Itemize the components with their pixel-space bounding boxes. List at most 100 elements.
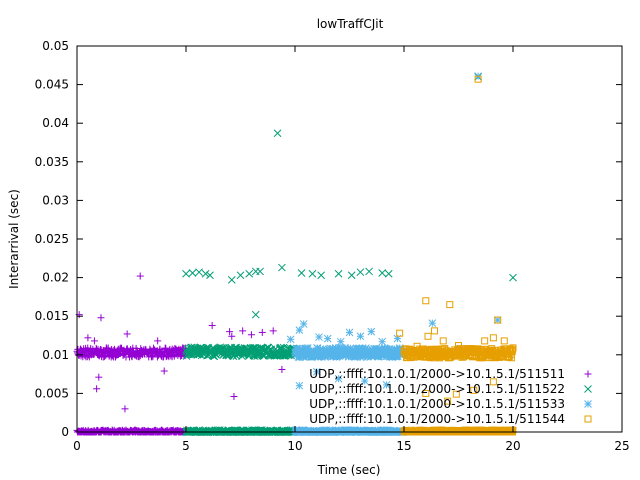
series-1-point xyxy=(123,330,131,338)
series-3-point xyxy=(493,316,502,324)
y-tick-label: 0.035 xyxy=(35,155,69,169)
y-tick-label: 0.005 xyxy=(35,386,69,400)
y-tick-label: 0.015 xyxy=(35,309,69,323)
series-4-point xyxy=(444,397,452,405)
series-2-point xyxy=(334,269,343,278)
series-1-point xyxy=(228,332,236,340)
series-2-point xyxy=(278,263,286,272)
series-2-point xyxy=(308,269,317,278)
x-tick-label: 25 xyxy=(614,439,629,453)
series-2-point xyxy=(365,267,373,276)
series-2-point xyxy=(509,273,517,282)
series-3-point xyxy=(315,333,323,341)
series-4-point xyxy=(413,342,421,350)
series-2-point xyxy=(384,269,393,278)
y-tick-label: 0 xyxy=(61,425,69,439)
series-2-point xyxy=(201,269,210,278)
axis-ticks: 0 5 10 15 20 25 0 0.005 0.01 0.015 0.02 0.025 0.03 0.… xyxy=(35,39,630,453)
y-tick-label: 0.03 xyxy=(42,193,69,207)
series-2-point xyxy=(273,129,282,138)
y-tick-label: 0.02 xyxy=(42,271,69,285)
series-3-point xyxy=(334,374,343,383)
series-4-point xyxy=(509,344,517,352)
series-1-point xyxy=(269,327,277,335)
series-2-point xyxy=(236,271,245,280)
series-3-point xyxy=(286,335,295,344)
series-1-point xyxy=(160,367,168,375)
x-tick-label: 0 xyxy=(73,439,81,453)
series-2-point xyxy=(227,276,236,284)
chart-title: lowTraffCJit xyxy=(317,17,384,31)
series-2-point xyxy=(195,268,203,277)
x-axis-label: Time (sec) xyxy=(317,463,381,477)
series-4 xyxy=(396,75,517,436)
series-4-point xyxy=(439,337,447,345)
series-2-point xyxy=(245,269,254,278)
y-tick-label: 0.05 xyxy=(42,39,69,53)
series-1-point xyxy=(230,392,238,400)
y-tick-label: 0.01 xyxy=(42,348,69,362)
series-2-point xyxy=(378,269,387,277)
series-2-point xyxy=(356,268,365,277)
series-2-point xyxy=(297,269,306,277)
series-1-point xyxy=(278,365,286,373)
series-4-point xyxy=(489,334,497,342)
x-tick-label: 15 xyxy=(396,439,411,453)
series-1-point xyxy=(97,314,105,322)
series-1-point xyxy=(95,373,103,381)
series-2-point xyxy=(251,310,260,319)
series-3-point xyxy=(360,377,369,385)
series-4-point xyxy=(489,378,497,386)
series-4-point xyxy=(481,337,489,345)
series-4-point xyxy=(422,297,430,305)
series-1-point xyxy=(84,334,92,342)
legend-marker xyxy=(584,370,592,378)
y-axis-label: Interarrival (sec) xyxy=(7,189,21,289)
series-2-point xyxy=(188,269,197,277)
legend-marker xyxy=(584,415,592,423)
series-3-point xyxy=(299,320,308,328)
series-4-point xyxy=(396,329,404,337)
series-3-point xyxy=(367,327,376,336)
series-3-point xyxy=(312,367,321,376)
legend-marker xyxy=(584,400,592,408)
legend-label: UDP,::ffff:10.1.0.1/2000->10.1.5.1/51154… xyxy=(309,412,565,426)
series-2-point xyxy=(182,269,190,278)
legend-label: UDP,::ffff:10.1.0.1/2000->10.1.5.1/51152… xyxy=(309,382,565,396)
series-4-point xyxy=(465,345,473,353)
series-4-point xyxy=(452,390,460,398)
series-4-point xyxy=(446,301,454,309)
series-2-point xyxy=(317,271,326,280)
y-tick-label: 0.025 xyxy=(35,232,69,246)
series-3-point xyxy=(336,337,345,346)
series-1-point xyxy=(136,272,144,280)
series-3-point xyxy=(356,332,365,341)
series-3-point xyxy=(295,326,304,334)
legend-label: UDP,::ffff:10.1.0.1/2000->10.1.5.1/51153… xyxy=(309,397,565,411)
series-4-point xyxy=(470,386,478,394)
y-tick-label: 0.045 xyxy=(35,78,69,92)
series-3-point xyxy=(378,337,387,346)
series-1-point xyxy=(208,321,216,329)
series-1-point xyxy=(93,385,101,393)
series-1-point xyxy=(247,331,255,339)
series-3-point xyxy=(323,334,332,343)
series-3-point xyxy=(345,328,354,337)
series-2-point xyxy=(206,271,214,280)
series-4-point xyxy=(455,342,462,350)
series-3-point xyxy=(428,319,437,328)
series-2-point xyxy=(256,267,264,276)
x-tick-label: 20 xyxy=(505,439,520,453)
legend: UDP,::ffff:10.1.0.1/2000->10.1.5.1/51151… xyxy=(309,367,592,426)
series-4-point xyxy=(424,332,432,340)
series-1-point xyxy=(154,337,162,345)
legend-marker xyxy=(584,385,592,393)
series-4-point xyxy=(500,337,508,345)
series-1-point xyxy=(226,328,234,336)
legend-label: UDP,::ffff:10.1.0.1/2000->10.1.5.1/51151… xyxy=(309,367,565,381)
series-1-point xyxy=(90,337,98,345)
series-4-point xyxy=(474,75,482,83)
series-4-point xyxy=(422,389,430,397)
series-1-point xyxy=(258,328,266,336)
